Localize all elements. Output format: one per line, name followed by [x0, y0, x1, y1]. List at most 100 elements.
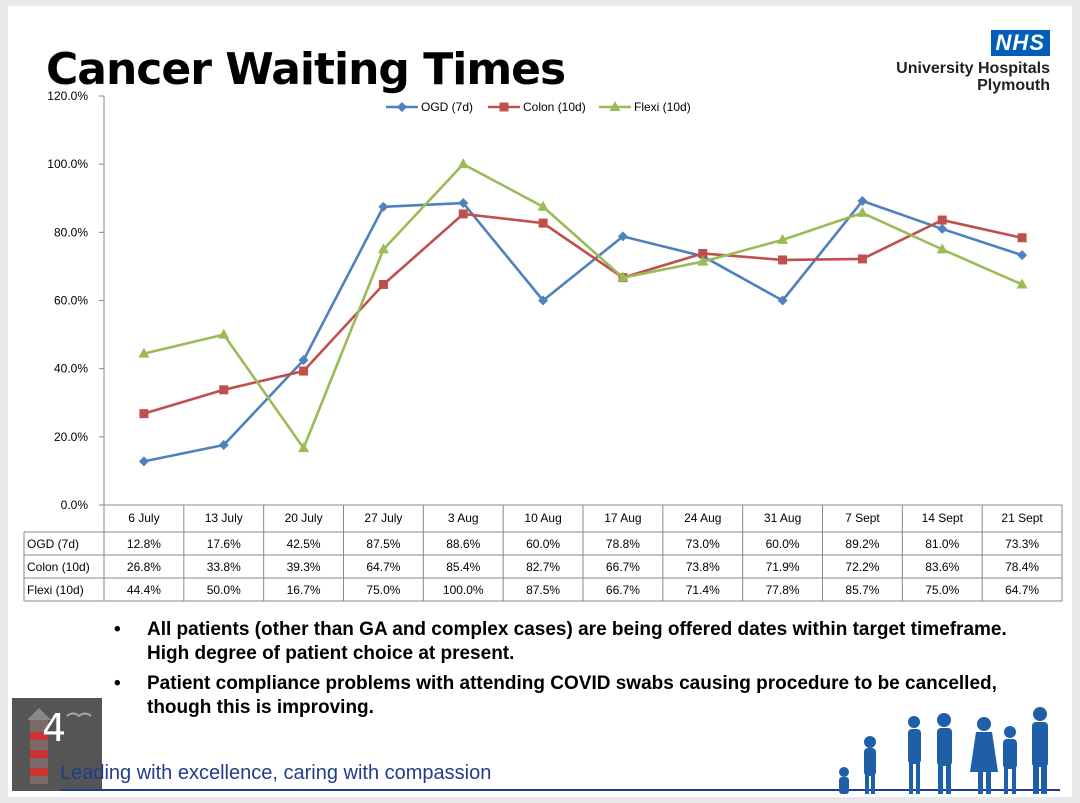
legend-item: OGD (7d) [386, 100, 473, 114]
data-table-cell: 39.3% [287, 560, 321, 574]
data-table-cell: 64.7% [366, 560, 400, 574]
data-table-cell: 78.4% [1005, 560, 1039, 574]
series-line [143, 162, 1023, 450]
legend-label: Flexi (10d) [634, 100, 691, 114]
bullet-icon: • [114, 619, 121, 640]
x-tick-label: 21 Sept [1001, 511, 1043, 525]
data-table-cell: 75.0% [366, 583, 400, 597]
data-table-cell: 66.7% [606, 583, 640, 597]
people-silhouettes-icon [839, 707, 1048, 794]
x-tick-label: 24 Aug [684, 511, 721, 525]
bullet-item: • Patient compliance problems with attend… [108, 672, 1008, 720]
x-tick-label: 20 July [285, 511, 323, 525]
organisation-line-1: University Hospitals [896, 60, 1050, 77]
data-table-cell: 100.0% [443, 583, 484, 597]
x-tick-label: 7 Sept [845, 511, 880, 525]
data-table-cell: 73.3% [1005, 537, 1039, 551]
data-table-cell: 83.6% [925, 560, 959, 574]
line-chart: 0.0% 20.0% 40.0% 60.0% 80.0% 100.0% 120.0% 6 Ju… [23, 89, 1063, 602]
data-point [458, 198, 469, 209]
data-table-cell: 87.5% [526, 583, 560, 597]
data-table-cell: 71.4% [686, 583, 720, 597]
data-table-cell: 85.4% [446, 560, 480, 574]
data-table-cell: 42.5% [287, 537, 321, 551]
data-point [377, 243, 389, 254]
data-point [778, 255, 788, 265]
data-point [457, 158, 469, 169]
data-point [218, 328, 230, 339]
data-point [538, 295, 549, 306]
data-table-cell: 66.7% [606, 560, 640, 574]
data-point [857, 195, 868, 206]
organisation-name: University Hospitals Plymouth [896, 60, 1050, 94]
series-group [138, 158, 1028, 453]
x-tick-label: 27 July [364, 511, 402, 525]
data-table-cell: 78.8% [606, 537, 640, 551]
data-point [458, 209, 468, 219]
slide: 0.0% 20.0% 40.0% 60.0% 80.0% 100.0% 120.0% 6 Ju… [8, 6, 1072, 797]
data-table-cell: 60.0% [766, 537, 800, 551]
data-point [856, 206, 868, 217]
legend-label: Colon (10d) [523, 100, 586, 114]
data-point [777, 295, 788, 306]
data-table-cell: 12.8% [127, 537, 161, 551]
data-table-cell: 85.7% [845, 583, 879, 597]
bullet-list: • All patients (other than GA and complex… [108, 618, 1008, 726]
series-line [143, 212, 1023, 415]
data-point [298, 355, 309, 366]
nhs-badge: NHS [990, 30, 1050, 56]
data-table-cell: 77.8% [766, 583, 800, 597]
data-point [937, 215, 947, 225]
data-table-cell: 33.8% [207, 560, 241, 574]
data-point [299, 366, 309, 376]
data-table-cell: 72.2% [845, 560, 879, 574]
data-point [538, 218, 548, 228]
data-point [1017, 233, 1027, 243]
data-point [697, 255, 709, 266]
data-table-cell: 50.0% [207, 583, 241, 597]
data-point [218, 440, 229, 451]
data-table-cell: 82.7% [526, 560, 560, 574]
data-table-cell: 44.4% [127, 583, 161, 597]
data-point [857, 254, 867, 264]
data-point [617, 231, 628, 242]
data-point [936, 243, 948, 254]
data-table-cell: 87.5% [366, 537, 400, 551]
data-point [378, 201, 389, 212]
data-table-cell: 75.0% [925, 583, 959, 597]
data-point [698, 248, 708, 258]
data-point [397, 102, 407, 112]
y-tick-label: 40.0% [54, 362, 88, 376]
bullet-item: • All patients (other than GA and complex… [108, 618, 1008, 666]
y-tick-label: 80.0% [54, 225, 88, 239]
x-tick-label: 6 July [128, 511, 159, 525]
series-group [138, 195, 1028, 467]
data-table-cell: 73.8% [686, 560, 720, 574]
lighthouse-icon [27, 708, 92, 784]
y-tick-label: 0.0% [61, 498, 89, 512]
data-table-cell: 17.6% [207, 537, 241, 551]
data-table-cell: 88.6% [446, 537, 480, 551]
y-tick-label: 100.0% [47, 157, 88, 171]
data-table-cell: 60.0% [526, 537, 560, 551]
data-point [1017, 250, 1028, 261]
x-tick-label: 13 July [205, 511, 243, 525]
page-title: Cancer Waiting Times [46, 44, 566, 95]
data-table-cell: 16.7% [287, 583, 321, 597]
series-line [143, 199, 1023, 463]
data-point [617, 271, 629, 282]
data-point [378, 279, 388, 289]
legend-item: Colon (10d) [488, 100, 586, 114]
y-tick-label: 60.0% [54, 294, 88, 308]
page-number-box: 4 [12, 698, 102, 791]
legend-item: Flexi (10d) [599, 100, 691, 114]
data-point [499, 102, 509, 112]
data-point [1016, 278, 1028, 289]
data-point [219, 385, 229, 395]
x-tick-label: 14 Sept [922, 511, 964, 525]
data-table-cell: 26.8% [127, 560, 161, 574]
x-tick-label: 17 Aug [604, 511, 641, 525]
data-point [138, 347, 150, 358]
footer-divider [60, 789, 1060, 791]
data-point [777, 233, 789, 244]
